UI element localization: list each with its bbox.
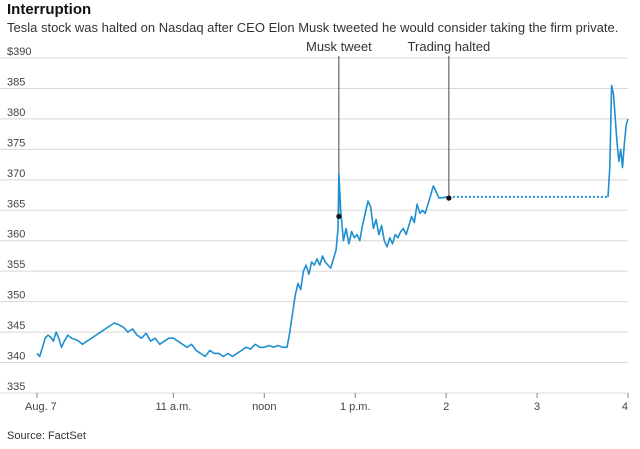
annotation-label: Musk tweet bbox=[306, 39, 372, 54]
y-tick-label: 370 bbox=[7, 168, 25, 180]
y-tick-label: 340 bbox=[7, 351, 25, 363]
x-tick-label: Aug. 7 bbox=[25, 401, 57, 413]
y-tick-label: 365 bbox=[7, 198, 25, 210]
y-tick-label: 385 bbox=[7, 76, 25, 88]
chart-source: Source: FactSet bbox=[7, 430, 86, 442]
series bbox=[36, 84, 629, 358]
annotation-dot bbox=[446, 195, 452, 201]
chart-subtitle: Tesla stock was halted on Nasdaq after C… bbox=[7, 20, 619, 35]
y-tick-label: 345 bbox=[7, 320, 25, 332]
y-tick-label: 375 bbox=[7, 137, 25, 149]
resumed-price-line bbox=[607, 84, 629, 197]
chart-title: Interruption bbox=[7, 1, 92, 18]
annotations: Musk tweet Trading halted bbox=[306, 39, 491, 217]
x-tick-label: 11 a.m. bbox=[155, 401, 191, 413]
x-tick-label: 1 p.m. bbox=[340, 401, 371, 413]
annotation-dot bbox=[336, 213, 342, 219]
y-tick-label: $390 bbox=[7, 46, 31, 58]
y-tick-label: 380 bbox=[7, 107, 25, 119]
x-tick-label: 4 bbox=[622, 401, 628, 413]
x-tick-label: 2 bbox=[443, 401, 449, 413]
y-tick-label: 335 bbox=[7, 381, 25, 393]
y-tick-label: 350 bbox=[7, 290, 25, 302]
gridlines bbox=[0, 57, 628, 394]
y-tick-label: 360 bbox=[7, 229, 25, 241]
annotation-label: Trading halted bbox=[408, 39, 491, 54]
x-tick-label: 3 bbox=[534, 401, 540, 413]
y-axis-tick-labels: 335 340 345 350 355 360 365 370 375 380 385 $390 bbox=[7, 46, 31, 393]
x-axis-tick-labels: Aug. 7 11 a.m. noon 1 p.m. 2 3 4 bbox=[25, 393, 629, 413]
y-tick-label: 355 bbox=[7, 259, 25, 271]
price-line bbox=[36, 172, 449, 358]
x-tick-label: noon bbox=[252, 401, 276, 413]
